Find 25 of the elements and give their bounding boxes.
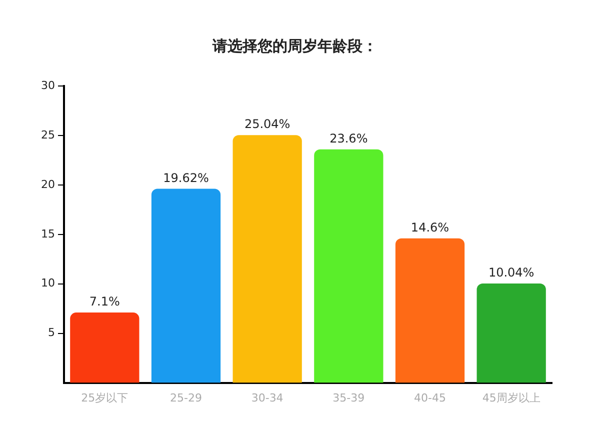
data-label: 19.62% (163, 170, 209, 185)
y-tick-label: 15 (40, 227, 55, 240)
bar (395, 238, 465, 383)
data-label: 7.1% (89, 294, 120, 309)
bar (70, 312, 140, 383)
data-label: 14.6% (410, 220, 450, 234)
bar (232, 135, 302, 383)
x-tick-label: 40-45 (414, 391, 446, 404)
bar (314, 149, 384, 383)
x-tick-label: 35-39 (332, 391, 365, 404)
data-label: 23.6% (330, 131, 368, 146)
x-tick-label: 30-34 (251, 391, 284, 404)
data-label: 10.04% (488, 266, 534, 280)
y-tick-label: 30 (40, 78, 55, 92)
bar (151, 188, 221, 383)
x-tick-label: 45周岁以上 (482, 391, 540, 404)
x-tick-label: 25岁以下 (81, 391, 128, 404)
bar (476, 283, 546, 383)
chart-title: 请选择您的周岁年龄段： (212, 36, 378, 55)
y-tick-label: 10 (40, 276, 55, 290)
y-tick-label: 20 (40, 178, 55, 191)
data-label: 25.04% (244, 117, 290, 132)
x-tick-label: 25-29 (170, 391, 202, 404)
y-tick-label: 5 (48, 326, 55, 340)
y-tick-label: 25 (40, 128, 55, 142)
